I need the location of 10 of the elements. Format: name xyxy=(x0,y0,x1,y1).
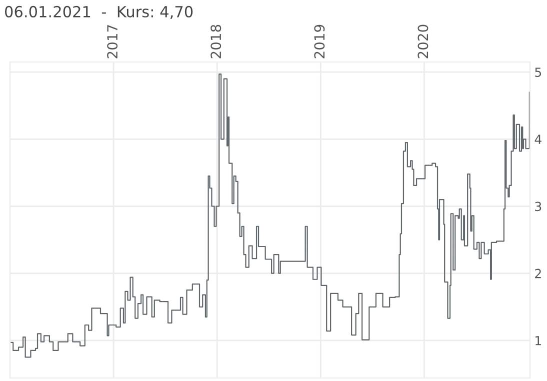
y-tick-label: 1 xyxy=(536,336,541,346)
x-tick-label: 2018 xyxy=(210,24,222,58)
x-tick-label: 2020 xyxy=(418,24,428,58)
y-tick-label: 3 xyxy=(535,202,542,212)
y-tick-label: 4 xyxy=(534,134,542,144)
x-tick-label: 2019 xyxy=(314,24,325,58)
y-tick-label: 5 xyxy=(535,68,542,77)
x-tick-label: 2017 xyxy=(107,25,118,58)
chart-title: 06.01.2021 - Kurs: 4,70 xyxy=(5,6,193,19)
y-tick-label: 2 xyxy=(535,268,541,278)
